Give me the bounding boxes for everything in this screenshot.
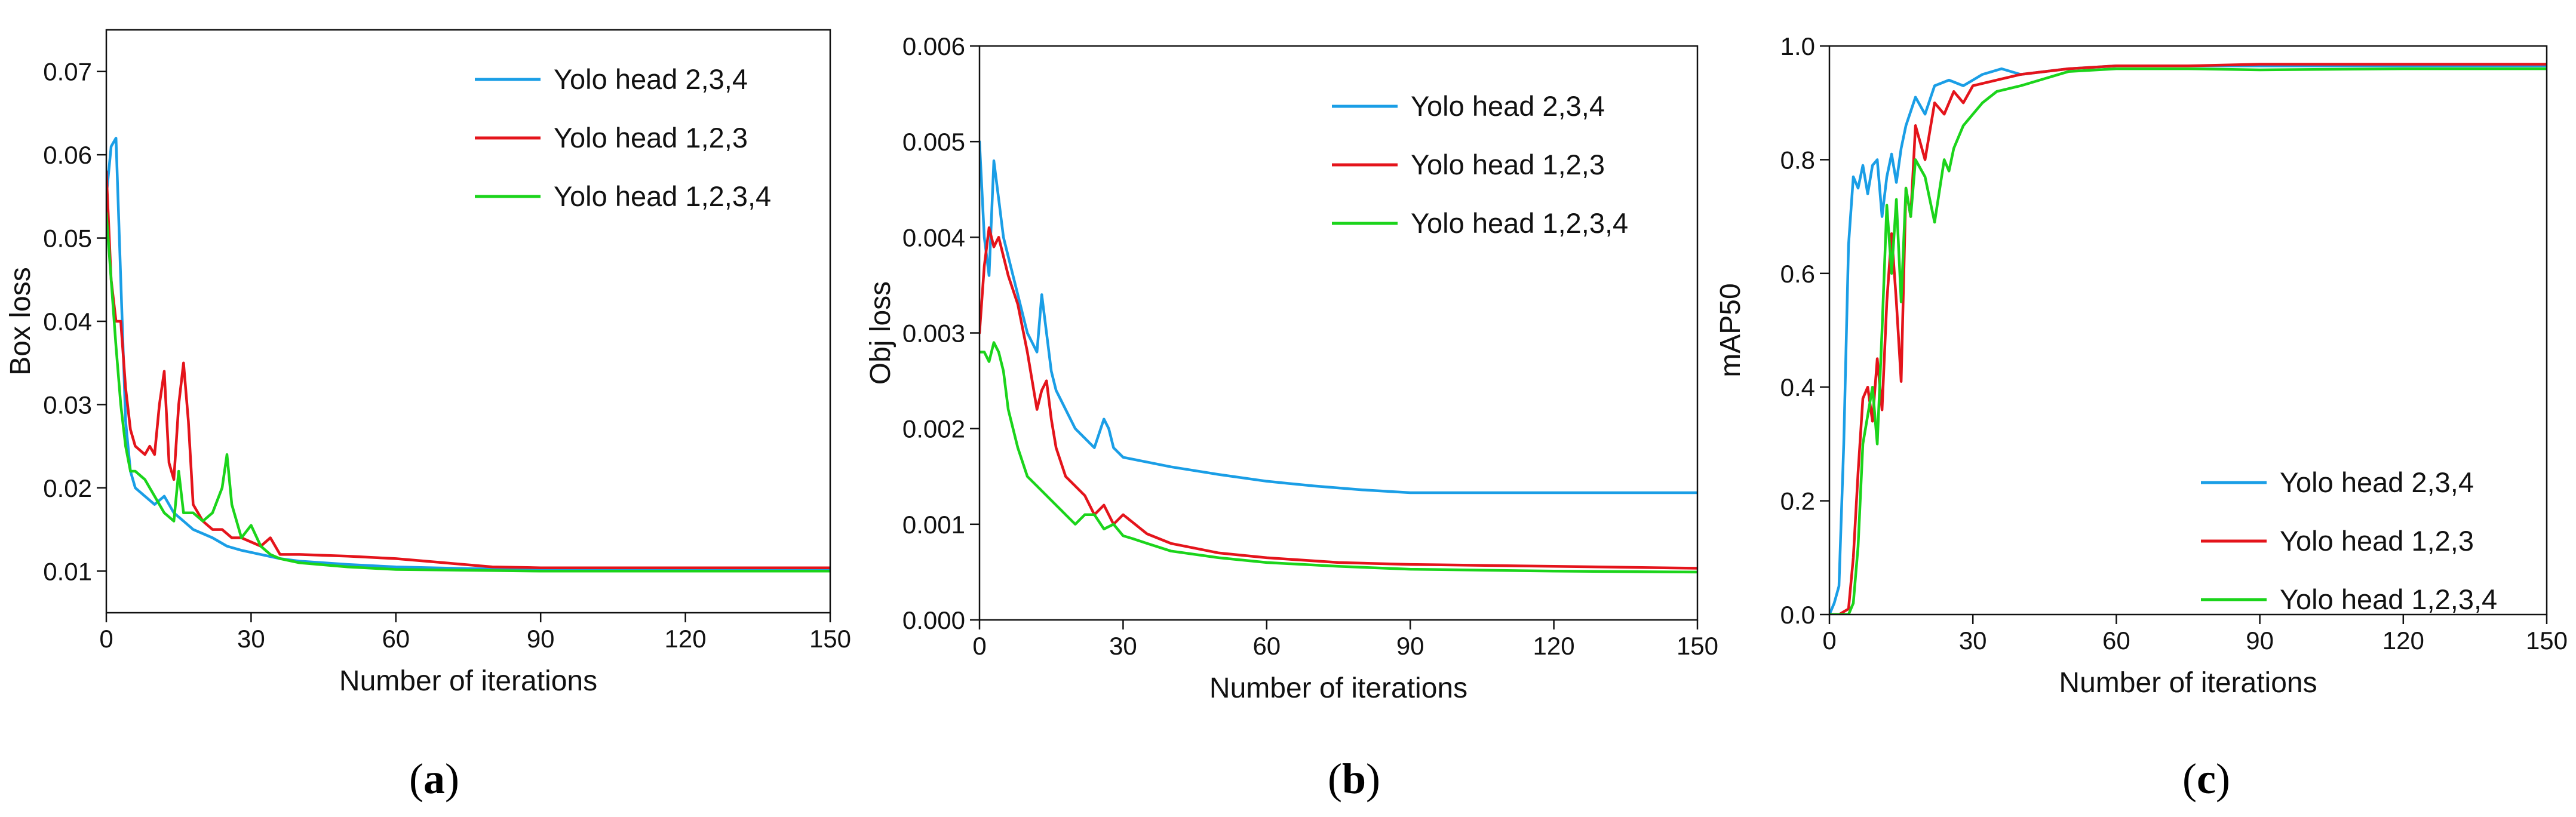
caption-close-paren: ): [1366, 755, 1380, 803]
plot-frame: [1828, 45, 2548, 616]
x-tick-label: 0: [99, 625, 113, 653]
series-line-1: [980, 140, 1697, 494]
y-tick-label: 0.06: [43, 141, 92, 169]
series-line-1: [106, 137, 830, 572]
y-tick-label: 0.05: [43, 225, 92, 253]
series-group: [106, 137, 830, 573]
y-tick-label: 1.0: [1780, 32, 1815, 60]
caption-open-paren: (: [2182, 755, 2197, 803]
series-group: [980, 140, 1697, 574]
legend-label: Yolo head 2,3,4: [1411, 90, 1605, 122]
legend-label: Yolo head 2,3,4: [2280, 466, 2474, 498]
legend-label: Yolo head 1,2,3,4: [2280, 583, 2497, 615]
y-tick-label: 0.6: [1780, 260, 1815, 288]
y-tick-label: 0.02: [43, 474, 92, 502]
caption-close-paren: ): [445, 755, 459, 803]
series-line-3: [980, 341, 1697, 574]
x-axis-title: Number of iterations: [1209, 672, 1467, 704]
caption-letter: c: [2197, 755, 2216, 803]
series-line-2: [980, 226, 1697, 570]
y-tick-label: 0.2: [1780, 487, 1815, 515]
series-line-3: [106, 211, 830, 573]
y-tick-label: 0.8: [1780, 146, 1815, 174]
legend-label: Yolo head 1,2,3,4: [554, 180, 771, 212]
x-tick-label: 90: [2246, 626, 2274, 655]
x-tick-label: 120: [1533, 632, 1575, 660]
x-tick-label: 30: [1959, 626, 1987, 655]
y-tick-label: 0.03: [43, 391, 92, 419]
x-axis-title: Number of iterations: [2059, 667, 2317, 699]
chart-panel-c: 0 30 60 90 120 150 0.0 0.2 0.4 0.6 0.8 1.0 Number of…: [1715, 32, 2568, 803]
caption-close-paren: ): [2216, 755, 2230, 803]
chart-panel-b: 0 30 60 90 120 150 0.000 0.001 0.002 0.003 0.004 0.…: [865, 32, 1718, 803]
y-tick-label: 0.003: [902, 320, 965, 348]
panel-caption: (b): [1328, 755, 1380, 803]
x-tick-label: 150: [2526, 626, 2568, 655]
caption-open-paren: (: [409, 755, 423, 803]
x-axis-title: Number of iterations: [339, 665, 597, 697]
caption-open-paren: (: [1328, 755, 1342, 803]
series-group: [1829, 63, 2547, 615]
x-tick-label: 60: [382, 625, 410, 653]
series-line-2: [106, 170, 830, 569]
y-tick-label: 0.006: [902, 32, 965, 60]
legend-label: Yolo head 2,3,4: [554, 63, 748, 95]
y-tick-label: 0.07: [43, 58, 92, 86]
x-tick-label: 120: [2382, 626, 2424, 655]
legend-label: Yolo head 1,2,3: [554, 122, 748, 153]
caption-letter: b: [1342, 755, 1366, 803]
y-tick-label: 0.0: [1780, 601, 1815, 629]
series-line-3: [1829, 67, 2547, 615]
legend-label: Yolo head 1,2,3: [1411, 149, 1605, 180]
x-tick-label: 150: [809, 625, 851, 653]
x-tick-label: 150: [1677, 632, 1718, 660]
chart-panel-a: 0 30 60 90 120 150 0.01 0.02 0.03 0.04 0.05 0.06 0.0…: [5, 29, 851, 803]
x-tick-label: 0: [1822, 626, 1836, 655]
plot-frame: [978, 45, 1699, 621]
y-tick-label: 0.4: [1780, 373, 1815, 401]
x-tick-label: 60: [2102, 626, 2130, 655]
x-tick-label: 30: [237, 625, 265, 653]
x-tick-label: 60: [1252, 632, 1281, 660]
y-tick-label: 0.000: [902, 606, 965, 634]
x-tick-label: 90: [527, 625, 555, 653]
panel-caption: (a): [409, 755, 459, 803]
caption-letter: a: [423, 755, 445, 803]
panel-caption: (c): [2182, 755, 2230, 803]
x-tick-label: 0: [972, 632, 986, 660]
y-tick-label: 0.001: [902, 511, 965, 539]
legend-label: Yolo head 1,2,3,4: [1411, 207, 1628, 239]
legend-label: Yolo head 1,2,3: [2280, 525, 2474, 557]
x-tick-label: 90: [1396, 632, 1424, 660]
plot-frame: [105, 29, 831, 614]
y-axis-title: Box loss: [5, 267, 36, 375]
y-tick-label: 0.004: [902, 223, 965, 251]
y-axis-title: mAP50: [1715, 283, 1746, 377]
x-tick-label: 120: [665, 625, 707, 653]
y-tick-label: 0.01: [43, 557, 92, 585]
y-tick-label: 0.04: [43, 308, 92, 336]
y-axis-title: Obj loss: [865, 281, 896, 385]
x-tick-label: 30: [1109, 632, 1137, 660]
y-tick-label: 0.002: [902, 415, 965, 443]
y-tick-label: 0.005: [902, 128, 965, 156]
